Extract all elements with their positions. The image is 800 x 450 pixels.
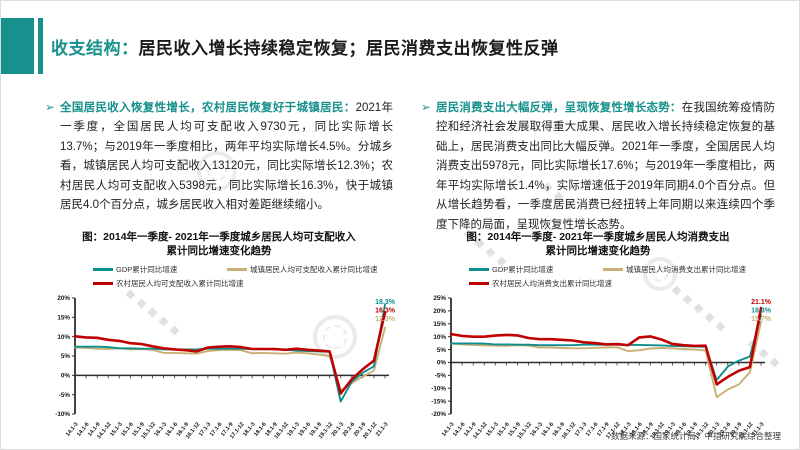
svg-text:5%: 5%: [437, 347, 447, 354]
consumption-trend-chart: -20%-15%-10%-5%0%5%10%15%20%25%14.1-314.…: [431, 295, 772, 440]
consumption-section: ➢ 居民消费支出大幅反弹，呈现恢复性增长态势：在我国统筹疫情防控和经济社会发展取得…: [421, 87, 775, 443]
legend-label: 农村居民人均可支配收入累计同比增速: [116, 279, 244, 288]
legend-item: 农村居民人均可支配收入累计同比增速: [93, 278, 244, 289]
legend-line-swatch-icon: [469, 268, 489, 271]
svg-text:15%: 15%: [433, 321, 446, 328]
legend-row: GDP累计同比增速 城镇居民人均消费支出累计同比增速: [469, 264, 775, 275]
legend-item: GDP累计同比增速: [469, 264, 597, 275]
legend-row: 农村居民人均可支配收入累计同比增速: [93, 278, 393, 289]
svg-text:-5%: -5%: [59, 392, 71, 399]
svg-text:0%: 0%: [437, 360, 447, 367]
income-paragraph-heading: 全国居民收入恢复性增长，农村居民恢复好于城镇居民：: [60, 101, 356, 114]
income-section: ➢ 全国居民收入恢复性增长，农村居民恢复好于城镇居民：2021年一季度，全国居民人…: [45, 87, 396, 443]
slide-title-text: 居民收入增长持续稳定恢复；居民消费支出恢复性反弹: [138, 39, 559, 58]
svg-text:-5%: -5%: [435, 373, 447, 380]
svg-text:-20%: -20%: [431, 411, 446, 418]
svg-text:18.3%: 18.3%: [751, 308, 772, 315]
svg-text:10%: 10%: [57, 334, 70, 341]
bullet-arrow-icon: ➢: [421, 101, 431, 114]
svg-text:5%: 5%: [61, 353, 71, 360]
svg-text:-15%: -15%: [431, 398, 446, 405]
legend-line-swatch-icon: [227, 268, 247, 271]
legend-row: GDP累计同比增速 城镇居民人均可支配收入累计同比增速: [93, 264, 393, 275]
svg-text:21.1-3: 21.1-3: [375, 422, 390, 438]
slide-title: 收支结构：居民收入增长持续稳定恢复；居民消费支出恢复性反弹: [51, 34, 559, 59]
legend-label: 城镇居民人均消费支出累计同比增速: [626, 265, 746, 274]
legend-label: 城镇居民人均可支配收入累计同比增速: [250, 265, 378, 274]
legend-label: GDP累计同比增速: [492, 265, 554, 274]
svg-text:12.3%: 12.3%: [375, 316, 396, 323]
legend-item: 农村居民人均消费支出累计同比增速: [469, 278, 612, 289]
income-paragraph-body: 2021年一季度，全国居民人均可支配收入9730元，同比实际增长13.7%；与2…: [60, 101, 394, 212]
consumption-chart-title: 图：2014年一季度- 2021年一季度城乡居民人均消费支出 累计同比增速变化趋…: [466, 231, 730, 257]
legend-row: 农村居民人均消费支出累计同比增速: [469, 278, 775, 289]
legend-line-swatch-icon: [93, 268, 113, 271]
consumption-paragraph-heading: 居民消费支出大幅反弹，呈现恢复性增长态势：: [436, 101, 682, 114]
legend-line-swatch-icon: [603, 268, 623, 271]
consumption-paragraph-body: 在我国统筹疫情防控和经济社会发展取得重大成果、居民收入增长持续稳定恢复的基础上，…: [436, 101, 775, 231]
data-source-note: 数据来源：国家统计局，中指研究院综合整理: [610, 431, 781, 441]
legend-item: GDP累计同比增速: [93, 264, 221, 275]
svg-text:20%: 20%: [433, 308, 446, 315]
legend-line-swatch-icon: [93, 282, 113, 285]
teal-bar-decoration: [38, 18, 43, 74]
svg-text:21.1%: 21.1%: [751, 299, 772, 306]
legend-label: 农村居民人均消费支出累计同比增速: [492, 279, 612, 288]
legend-item: 城镇居民人均可支配收入累计同比增速: [227, 264, 378, 275]
legend-item: 城镇居民人均消费支出累计同比增速: [603, 264, 746, 275]
svg-text:-10%: -10%: [55, 411, 70, 418]
svg-text:18.3%: 18.3%: [375, 299, 396, 306]
consumption-chart-legend: GDP累计同比增速 城镇居民人均消费支出累计同比增速农村居民人均消费支出累计同比增…: [421, 264, 775, 289]
income-chart-legend: GDP累计同比增速 城镇居民人均可支配收入累计同比增速 农村居民人均可支配收入累计同…: [45, 264, 393, 289]
income-chart-title: 图：2014年一季度- 2021年一季度城乡居民人均可支配收入 累计同比增速变化…: [82, 231, 356, 257]
svg-text:15%: 15%: [57, 315, 70, 322]
svg-text:16.3%: 16.3%: [375, 308, 396, 315]
teal-square-decoration: [1, 18, 34, 74]
consumption-figure: 图：2014年一季度- 2021年一季度城乡居民人均消费支出 累计同比增速变化趋…: [421, 231, 775, 449]
income-paragraph: ➢ 全国居民收入恢复性增长，农村居民恢复好于城镇居民：2021年一季度，全国居民人…: [45, 99, 393, 216]
svg-text:25%: 25%: [433, 295, 446, 302]
legend-label: GDP累计同比增速: [116, 265, 178, 274]
consumption-paragraph: ➢ 居民消费支出大幅反弹，呈现恢复性增长态势：在我国统筹疫情防控和经济社会发展取得…: [421, 99, 775, 236]
svg-text:10%: 10%: [433, 334, 446, 341]
svg-text:20%: 20%: [57, 295, 70, 302]
income-trend-chart: -10%-5%0%5%10%15%20%14.1-314.1-614.1-914…: [55, 295, 396, 440]
legend-line-swatch-icon: [469, 282, 489, 285]
income-figure: 图：2014年一季度- 2021年一季度城乡居民人均可支配收入 累计同比增速变化…: [45, 231, 395, 449]
slide-title-topic: 收支结构：: [51, 39, 139, 58]
svg-text:-10%: -10%: [431, 385, 446, 392]
bullet-arrow-icon: ➢: [45, 101, 55, 114]
svg-text:15.7%: 15.7%: [751, 316, 772, 323]
svg-text:0%: 0%: [61, 373, 71, 380]
